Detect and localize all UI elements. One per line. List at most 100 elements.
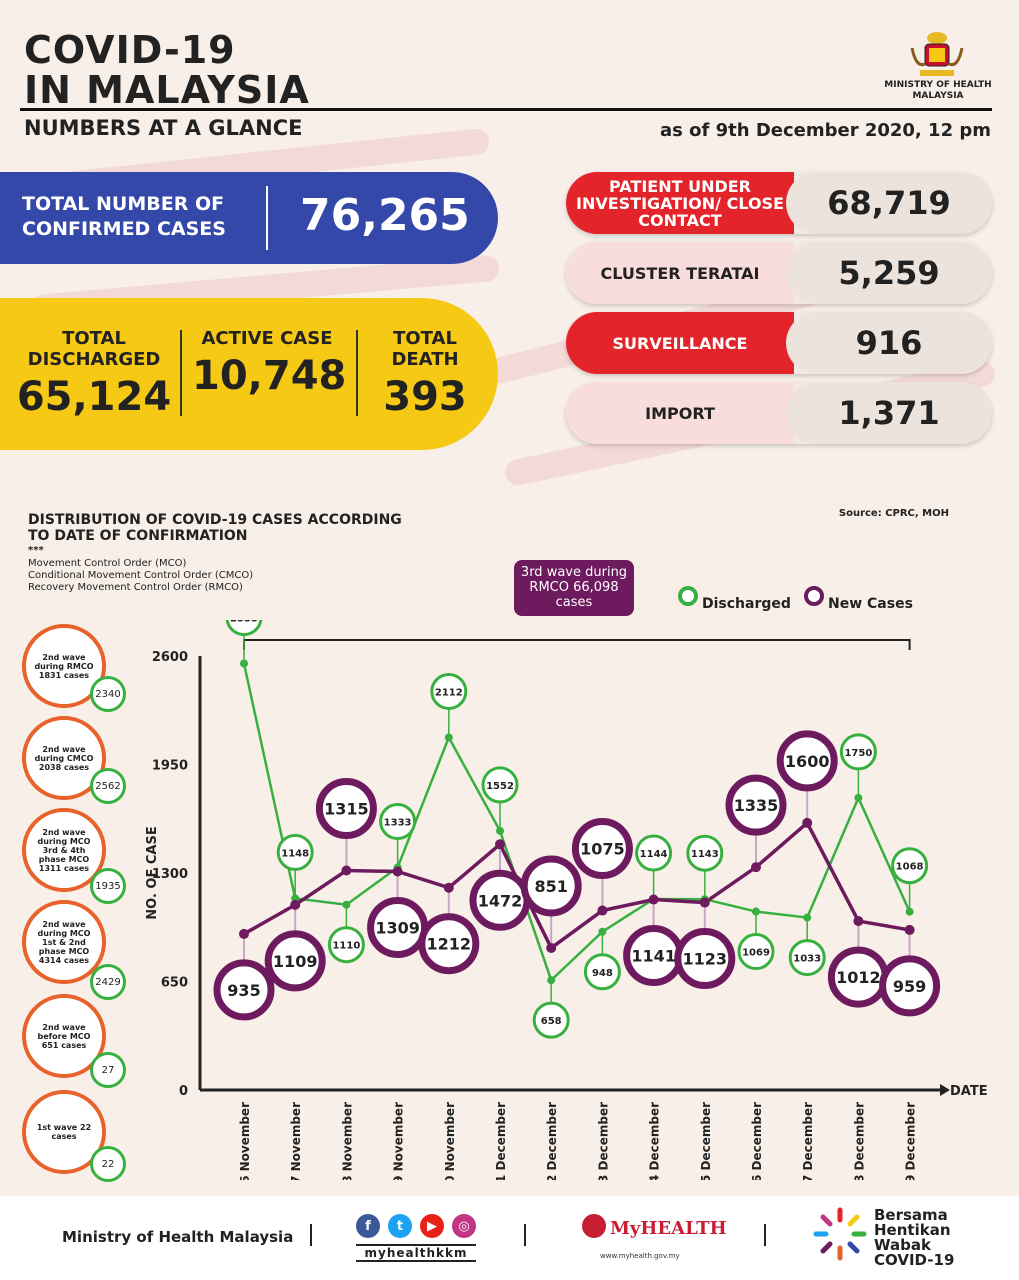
new-cases-data-label: 1123 <box>683 950 728 969</box>
new-cases-point <box>341 865 352 876</box>
confirmed-label: TOTAL NUMBER OF CONFIRMED CASES <box>22 193 226 240</box>
y-tick-label: 2600 <box>152 650 188 665</box>
wave-circle: 2nd wave during MCO 3rd & 4th phase MCO … <box>22 808 106 892</box>
notes-stars: *** <box>28 545 44 556</box>
new-cases-point <box>802 817 813 828</box>
footer-separator <box>764 1224 766 1246</box>
discharged-point <box>905 907 914 916</box>
social-handle[interactable]: myhealthkkm <box>356 1244 476 1262</box>
x-tick-label: 1 December <box>494 1102 508 1180</box>
notes-list: Movement Control Order (MCO) Conditional… <box>28 558 253 594</box>
discharged-marker <box>532 1001 570 1039</box>
campaign-logo-icon <box>813 1207 867 1261</box>
youtube-icon[interactable]: ▶ <box>420 1214 444 1238</box>
new-cases-marker <box>264 930 326 992</box>
y-tick-label: 1950 <box>152 759 188 774</box>
new-cases-data-label: 935 <box>227 981 260 1000</box>
wave-circle: 2nd wave during MCO 1st & 2nd phase MCO … <box>22 900 106 984</box>
new-cases-data-label: 1012 <box>836 968 881 987</box>
x-tick-label: 27 November <box>289 1102 303 1180</box>
new-cases-data-label: 1212 <box>427 935 472 954</box>
wave-value: 1935 <box>90 868 126 904</box>
x-tick-label: 28 November <box>340 1102 354 1180</box>
coat-of-arms-icon <box>910 32 964 76</box>
wave-circle: 2nd wave before MCO 651 cases <box>22 994 106 1078</box>
total-confirmed-panel: TOTAL NUMBER OF CONFIRMED CASES 76,265 <box>0 172 498 264</box>
new-cases-point <box>699 897 710 908</box>
divider <box>266 186 268 250</box>
summary-panel: TOTAL DISCHARGED 65,124 ACTIVE CASE 10,7… <box>0 298 498 450</box>
new-cases-marker <box>315 777 377 839</box>
discharged-point <box>752 907 760 916</box>
new-cases-data-label: 1109 <box>273 952 318 971</box>
category-label: CLUSTER TERATAI <box>566 242 794 304</box>
as-of-date: as of 9th December 2020, 12 pm <box>660 120 991 141</box>
discharged-data-label: 658 <box>541 1016 562 1027</box>
new-cases-point <box>853 916 864 927</box>
new-cases-marker <box>776 730 838 792</box>
new-cases-marker <box>725 774 787 836</box>
discharged-point <box>803 913 812 922</box>
category-value: 1,371 <box>786 382 992 444</box>
category-label: IMPORT <box>566 382 794 444</box>
discharged-marker <box>225 620 263 637</box>
series-line-new-cases <box>243 820 910 951</box>
divider <box>180 330 182 416</box>
death-value: 393 <box>383 374 467 420</box>
active-label: ACTIVE CASE <box>201 328 333 349</box>
x-axis-label: DATE <box>950 1084 988 1099</box>
new-cases-point <box>290 899 301 910</box>
death-label: TOTAL DEATH <box>391 328 459 370</box>
wave-circle: 2nd wave during CMCO 2038 cases <box>22 716 106 800</box>
new-cases-data-label: 1309 <box>375 918 420 937</box>
new-cases-data-label: 959 <box>893 977 926 996</box>
myhealth-logo-icon <box>582 1214 606 1238</box>
facebook-icon[interactable]: f <box>356 1214 380 1238</box>
discharged-marker <box>379 802 417 840</box>
twitter-icon[interactable]: t <box>388 1214 412 1238</box>
wave-value: 2340 <box>90 676 126 712</box>
x-tick-label: 30 November <box>443 1102 457 1180</box>
discharged-data-label: 2555 <box>230 620 258 625</box>
discharged-data-label: 2112 <box>435 687 463 698</box>
discharged-point <box>598 927 607 936</box>
y-tick-label: 1300 <box>152 867 188 882</box>
new-cases-marker <box>674 928 736 990</box>
new-cases-data-label: 1335 <box>734 796 779 815</box>
discharged-marker <box>481 766 519 804</box>
category-pui: PATIENT UNDER INVESTIGATION/ CLOSE CONTA… <box>566 172 992 234</box>
line-chart: 0 650 1300 1950 2600 NO. OF CASE DATE 26 Novemb… <box>145 620 988 1180</box>
discharged-point <box>496 826 504 835</box>
active-stat: ACTIVE CASE 10,748 <box>192 328 346 399</box>
new-cases-data-label: 1315 <box>324 799 369 818</box>
discharged-data-label: 1068 <box>896 862 924 873</box>
new-cases-point <box>648 894 659 905</box>
myhealth-url[interactable]: www.myhealth.gov.my <box>600 1252 680 1260</box>
x-tick-label: 3 December <box>596 1102 610 1180</box>
x-tick-label: 26 November <box>238 1102 252 1180</box>
new-cases-marker <box>418 913 480 975</box>
category-label: PATIENT UNDER INVESTIGATION/ CLOSE CONTA… <box>566 172 794 234</box>
new-cases-data-label: 1141 <box>631 947 676 966</box>
divider <box>356 330 358 416</box>
chart-title: DISTRIBUTION OF COVID-19 CASES ACCORDING… <box>28 512 402 544</box>
wave-value: 22 <box>90 1146 126 1182</box>
category-import: IMPORT 1,371 <box>566 382 992 444</box>
discharged-data-label: 1033 <box>793 954 821 965</box>
new-cases-data-label: 851 <box>534 877 567 896</box>
discharged-marker <box>788 939 826 977</box>
category-label: SURVEILLANCE <box>566 312 794 374</box>
x-tick-label: 29 November <box>392 1102 406 1180</box>
category-value: 5,259 <box>786 242 992 304</box>
discharged-point <box>444 733 453 742</box>
discharged-data-label: 1144 <box>640 849 668 860</box>
note-rmco: Recovery Movement Control Order (RMCO) <box>28 582 243 593</box>
instagram-icon[interactable]: ◎ <box>452 1214 476 1238</box>
category-surveillance: SURVEILLANCE 916 <box>566 312 992 374</box>
new-cases-data-label: 1075 <box>580 840 625 859</box>
discharged-data-label: 948 <box>592 968 613 979</box>
third-wave-bracket <box>243 639 911 650</box>
new-cases-point <box>239 928 249 939</box>
discharged-point <box>547 976 556 985</box>
page-title-line1: COVID-19 <box>24 28 236 72</box>
